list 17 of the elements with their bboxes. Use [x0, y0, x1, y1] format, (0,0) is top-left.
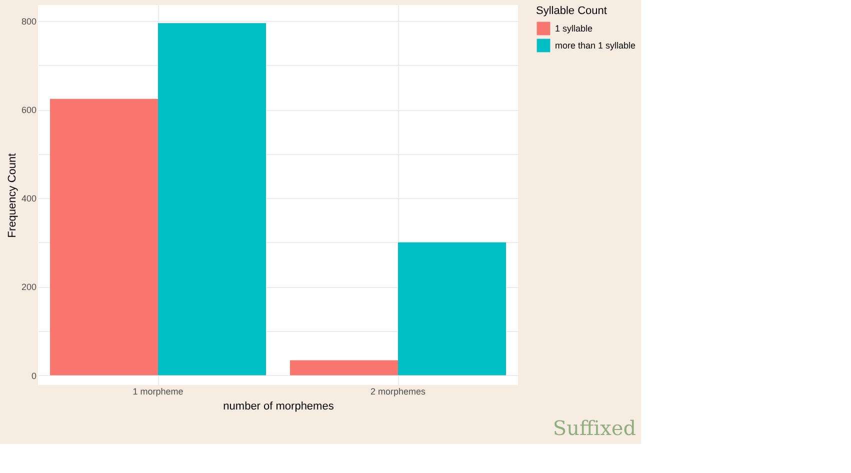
legend-title: Syllable Count — [536, 5, 607, 17]
text: Suffixed — [552, 416, 636, 440]
y-tick-label: 400 — [21, 194, 36, 204]
x-axis-title: number of morphemes — [223, 400, 334, 412]
y-tick-label: 200 — [21, 282, 36, 292]
legend-label: 1 syllable — [555, 24, 593, 34]
x-tick-label: 1 morpheme — [132, 386, 184, 396]
bar — [50, 98, 158, 376]
bar — [290, 360, 398, 376]
y-tick-label: 800 — [21, 16, 36, 26]
y-tick-label: 0 — [31, 370, 36, 381]
bar — [398, 242, 506, 376]
legend-label: more than 1 syllable — [555, 40, 636, 50]
bar — [158, 23, 266, 376]
y-axis-title: Frequency Count — [6, 153, 18, 238]
y-tick-label: 600 — [21, 105, 36, 116]
x-tick-label: 2 morphemes — [370, 386, 426, 396]
